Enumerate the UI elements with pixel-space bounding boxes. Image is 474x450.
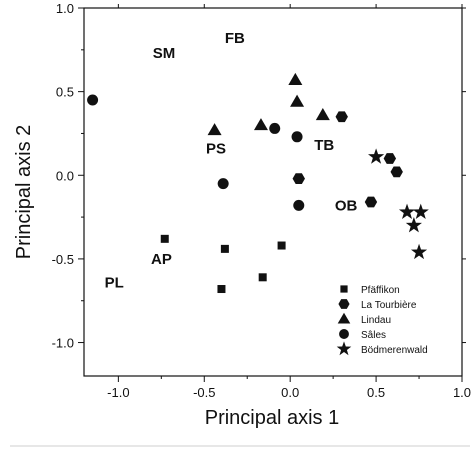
y-tick-label: 1.0 xyxy=(56,1,74,16)
star-point xyxy=(368,148,385,164)
circle-point xyxy=(293,199,305,211)
y-tick-label: 0.5 xyxy=(56,85,74,100)
plot-frame xyxy=(83,7,463,377)
y-axis-title: Principal axis 2 xyxy=(13,125,35,260)
legend-entry-label: Pfäffikon xyxy=(361,285,400,296)
x-tick-label: 0.0 xyxy=(281,385,299,400)
x-tick-label: 1.0 xyxy=(453,385,471,400)
legend-entry-label: Sâles xyxy=(361,330,386,341)
hexagon-point xyxy=(335,111,348,123)
square-point xyxy=(160,234,169,243)
legend-hexagon-marker xyxy=(338,299,350,309)
square-point xyxy=(220,244,229,253)
legend-star-marker xyxy=(336,341,352,356)
circle-point xyxy=(269,122,281,134)
triangle-point xyxy=(207,123,222,136)
hexagon-point xyxy=(364,196,378,208)
legend-entry-label: Lindau xyxy=(361,315,391,326)
circle-point xyxy=(87,94,99,106)
x-axis-title: Principal axis 1 xyxy=(205,407,340,429)
star-point xyxy=(405,216,422,233)
circle-point xyxy=(291,131,303,143)
x-tick-label: -1.0 xyxy=(107,385,129,400)
legend-square-marker xyxy=(340,285,348,293)
hexagon-point xyxy=(383,153,397,164)
star-point xyxy=(398,203,416,219)
group-annotations: SM FB PS TB OB AP PL xyxy=(105,30,358,291)
group-label: FB xyxy=(225,30,245,47)
y-tick-label: -0.5 xyxy=(52,252,74,267)
group-label: OB xyxy=(335,197,358,214)
group-label: PL xyxy=(105,274,124,291)
legend-triangle-marker xyxy=(337,312,351,324)
triangle-point xyxy=(315,108,330,121)
hexagon-point xyxy=(390,166,403,178)
square-point xyxy=(277,241,286,250)
legend-entry-label: La Tourbière xyxy=(361,300,417,311)
y-tick-label: -1.0 xyxy=(52,336,74,351)
legend-circle-marker xyxy=(339,329,349,339)
group-label: AP xyxy=(151,251,172,268)
square-point xyxy=(258,273,267,282)
legend: Pfäffikon La Tourbière Lindau Sâles Bödmeren… xyxy=(336,285,428,356)
triangle-point xyxy=(290,94,305,107)
y-tick-label: 0.0 xyxy=(56,168,74,183)
hexagon-point xyxy=(292,173,305,184)
axis-ticks xyxy=(78,4,466,382)
group-label: SM xyxy=(153,45,176,62)
axis-tick-labels: -1.0 -0.5 0.0 0.5 1.0 1.0 0.5 0.0 -0.5 -1.0 xyxy=(52,1,471,400)
triangle-point xyxy=(288,72,303,85)
group-label: PS xyxy=(206,141,226,158)
star-point xyxy=(410,243,428,260)
circle-point xyxy=(217,178,229,190)
legend-entry-label: Bödmerenwald xyxy=(361,345,428,356)
triangle-point xyxy=(253,118,268,131)
x-tick-label: 0.5 xyxy=(367,385,385,400)
x-tick-label: -0.5 xyxy=(193,385,215,400)
star-point xyxy=(412,203,429,219)
group-label: TB xyxy=(314,137,334,154)
square-point xyxy=(217,285,226,294)
plot-border xyxy=(83,7,463,377)
data-points xyxy=(87,72,429,294)
